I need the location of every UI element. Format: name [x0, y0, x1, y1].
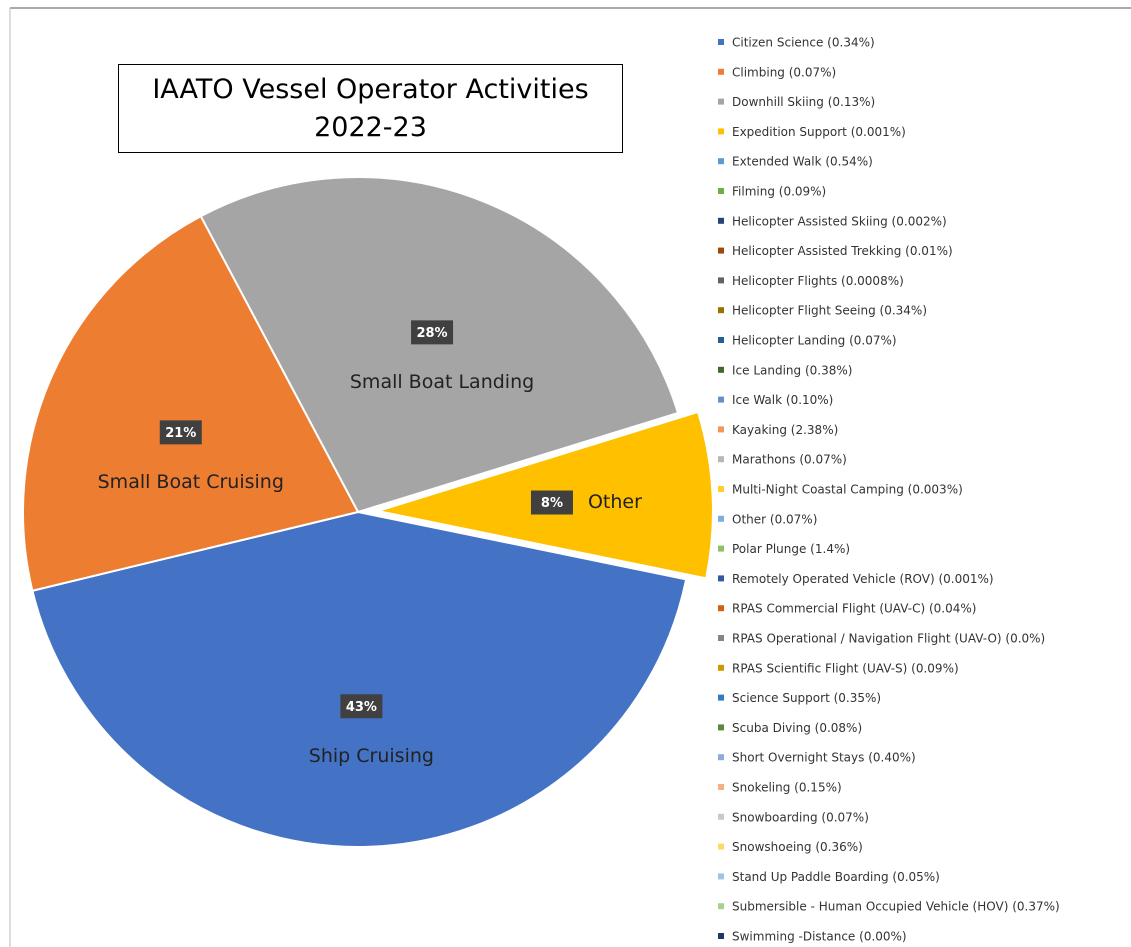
legend-swatch — [718, 39, 724, 45]
legend-label: Helicopter Landing (0.07%) — [732, 334, 897, 348]
legend-swatch — [718, 754, 724, 761]
legend-swatch — [718, 605, 724, 612]
legend-swatch — [718, 277, 724, 284]
legend-swatch — [718, 456, 724, 463]
pie-slice — [31, 510, 688, 848]
legend-label: RPAS Operational / Navigation Flight (UA… — [732, 632, 1045, 646]
data-label: 8% — [541, 496, 563, 511]
legend-label: Extended Walk (0.54%) — [732, 155, 873, 169]
data-label: 21% — [165, 426, 196, 441]
legend-swatch — [718, 843, 724, 850]
legend-label: Helicopter Flight Seeing (0.34%) — [732, 304, 927, 318]
legend-label: Filming (0.09%) — [732, 185, 826, 199]
legend-label: Submersible - Human Occupied Vehicle (HO… — [732, 900, 1060, 914]
data-label-box — [340, 694, 383, 719]
legend-label: Snokeling (0.15%) — [732, 781, 842, 795]
legend-label: Science Support (0.35%) — [732, 691, 881, 705]
category-label: Small Boat Landing — [350, 371, 534, 393]
legend-swatch — [718, 813, 724, 820]
legend-label: Ice Walk (0.10%) — [732, 393, 833, 407]
legend-swatch — [718, 307, 724, 314]
legend-swatch — [718, 933, 724, 939]
legend-swatch — [718, 98, 724, 105]
legend-swatch — [718, 486, 724, 492]
legend-swatch — [718, 337, 724, 343]
legend-label: Marathons (0.07%) — [732, 453, 847, 467]
data-label-box — [411, 320, 454, 345]
legend-swatch — [718, 128, 724, 135]
category-label: Other — [588, 491, 642, 513]
chart-title: IAATO Vessel Operator Activities 2022-23 — [118, 64, 623, 153]
legend-label: Helicopter Flights (0.0008%) — [732, 274, 904, 288]
legend-label: Polar Plunge (1.4%) — [732, 542, 850, 556]
legend-label: Snowshoeing (0.36%) — [732, 840, 863, 854]
legend-swatch — [718, 515, 724, 522]
data-label: 28% — [416, 326, 447, 341]
legend-label: Other (0.07%) — [732, 512, 817, 526]
legend-swatch — [718, 396, 724, 403]
legend-swatch — [718, 635, 724, 641]
legend-swatch — [718, 664, 724, 671]
legend-label: Climbing (0.07%) — [732, 65, 836, 79]
legend-label: Helicopter Assisted Trekking (0.01%) — [732, 244, 953, 258]
legend-label: Downhill Skiing (0.13%) — [732, 95, 875, 109]
legend-swatch — [718, 873, 724, 880]
legend-swatch — [718, 575, 724, 582]
legend-label: Remotely Operated Vehicle (ROV) (0.001%) — [732, 572, 994, 586]
legend-label: RPAS Commercial Flight (UAV-C) (0.04%) — [732, 602, 976, 616]
legend-label: Swimming -Distance (0.00%) — [732, 930, 907, 944]
legend-label: Helicopter Assisted Skiing (0.002%) — [732, 214, 947, 228]
legend-label: RPAS Scientific Flight (UAV-S) (0.09%) — [732, 661, 959, 675]
legend-label: Multi-Night Coastal Camping (0.003%) — [732, 483, 963, 497]
legend-swatch — [718, 784, 724, 790]
legend-label: Ice Landing (0.38%) — [732, 363, 852, 377]
legend-swatch — [718, 68, 724, 75]
legend-swatch — [718, 724, 724, 731]
legend-swatch — [718, 217, 724, 224]
legend-label: Citizen Science (0.34%) — [732, 36, 875, 50]
legend-swatch — [718, 188, 724, 194]
legend-label: Kayaking (2.38%) — [732, 423, 838, 437]
legend-swatch — [718, 426, 724, 433]
legend-label: Snowboarding (0.07%) — [732, 810, 869, 824]
legend-label: Scuba Diving (0.08%) — [732, 721, 862, 735]
legend-swatch — [718, 158, 724, 165]
category-label: Small Boat Cruising — [98, 471, 284, 493]
data-label: 43% — [346, 700, 377, 715]
data-label-box — [530, 490, 573, 515]
legend-swatch — [718, 903, 724, 910]
legend-swatch — [718, 247, 724, 254]
legend-swatch — [718, 545, 724, 552]
legend-swatch — [718, 694, 724, 701]
data-label-box — [159, 420, 202, 445]
legend-swatch — [718, 366, 724, 373]
legend-label: Expedition Support (0.001%) — [732, 125, 906, 139]
legend-label: Short Overnight Stays (0.40%) — [732, 751, 916, 765]
pie-slice — [199, 176, 680, 514]
category-label: Ship Cruising — [309, 745, 434, 767]
legend-label: Stand Up Paddle Boarding (0.05%) — [732, 870, 940, 884]
pie-slice — [22, 214, 360, 592]
